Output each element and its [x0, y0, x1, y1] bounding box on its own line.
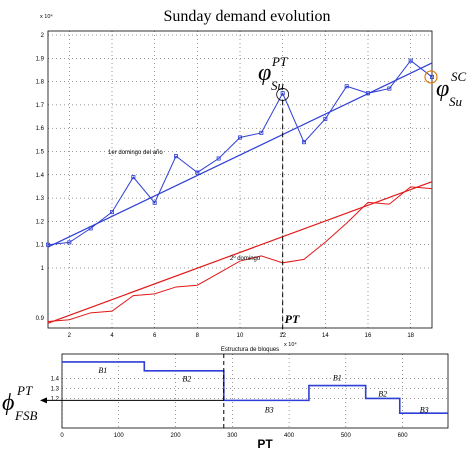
bottom-panel-title: Estructura de bloques	[221, 347, 279, 353]
series-label-2-domingo: 2º domingo	[230, 255, 261, 262]
top-x-tick-label: 16	[365, 333, 372, 339]
top-y-tick-label: 1.7	[36, 103, 45, 109]
top-grid	[48, 31, 432, 328]
phi-pt-highlight-circle	[276, 88, 290, 101]
series-blue-point	[152, 200, 157, 205]
bottom-x-ticks: 0 100 200 300 400 500 600	[60, 433, 408, 439]
phi-fsb-arrowhead	[40, 397, 47, 404]
block-label: B2	[182, 375, 191, 384]
top-x-tick-label: 2	[68, 333, 72, 339]
bottom-grid	[61, 354, 448, 428]
bottom-x-tick-label: 500	[341, 433, 352, 439]
series-blue-point	[173, 154, 178, 159]
phi-sc-superscript: SC	[451, 69, 467, 84]
top-y-tick-label: 1.2	[36, 219, 45, 225]
series-blue-point	[408, 58, 413, 63]
series-blue-point	[46, 242, 51, 247]
top-panel: 2 4 6 8 10 12 14 16 18 1.91.81.71.61.51.41.31.21…	[36, 13, 467, 348]
phi-pt-subscript: Su	[271, 78, 285, 93]
phi-sc-symbol: φ	[436, 76, 449, 102]
phi-fsb-symbol: ϕ	[2, 390, 14, 416]
bottom-y-tick-label: 1.2	[51, 396, 60, 402]
top-y-tick-label: 1.1	[36, 243, 45, 249]
series-label-1er-domingo: 1er domingo del año	[108, 150, 163, 156]
series-blue-point	[216, 156, 221, 161]
top-x-tick-label: 8	[196, 333, 200, 339]
series-blue-point	[110, 210, 115, 215]
top-y-tick-label: 1	[41, 266, 45, 272]
bottom-y-tick-label: 1.3	[51, 387, 60, 393]
bottom-x-tick-label: 600	[398, 433, 409, 439]
top-y-tick-label: 2	[41, 33, 45, 39]
series-blue-line	[47, 59, 433, 246]
bottom-x-tick-label: 100	[114, 433, 125, 439]
series-red-line	[47, 186, 433, 322]
block-label: B1	[333, 374, 342, 383]
phi-sc-highlight-circle	[424, 70, 438, 84]
phi-fsb-annotation: ϕ PT FSB	[2, 383, 37, 423]
block-step-series	[62, 361, 448, 415]
series-red-trendline	[47, 181, 433, 324]
bottom-y-ticks: 1.4 1.3 1.2	[51, 377, 60, 403]
phi-pt-su-annotation: φ PT Su	[258, 54, 288, 93]
top-x-tick-label: 18	[407, 333, 414, 339]
series-blue-point	[259, 130, 264, 135]
top-y-tick-label: 1.6	[36, 126, 45, 132]
bottom-x-tick-label: 0	[60, 433, 64, 439]
block-step-line	[62, 361, 448, 415]
bottom-x-tick-label: 400	[284, 433, 295, 439]
top-y-tick-label: 1.8	[36, 80, 45, 86]
phi-pt-symbol: φ	[258, 60, 271, 86]
block-label: B3	[265, 405, 274, 414]
series-blue-point	[237, 135, 242, 140]
series-blue-point	[131, 175, 136, 180]
top-x-tick-label: 6	[153, 333, 157, 339]
phi-fsb-subscript: FSB	[14, 408, 37, 423]
series-blue-point	[387, 86, 392, 91]
bottom-panel: Estructura de bloques 0 100 200 300 400 500 60…	[2, 347, 449, 451]
top-y-tick-label: 1.5	[36, 150, 45, 156]
top-x-tick-label: 4	[110, 333, 114, 339]
series-blue-trendline	[47, 62, 433, 248]
top-y-tick-label: 1.4	[36, 173, 45, 179]
phi-fsb-superscript: PT	[16, 383, 33, 398]
block-label: B2	[378, 389, 387, 398]
phi-pt-superscript: PT	[271, 54, 288, 69]
bottom-y-tick-label: 1.4	[51, 377, 60, 383]
block-label: B1	[98, 366, 107, 375]
chart-title: Sunday demand evolution	[163, 8, 330, 25]
top-y-multiplier: x 10⁴	[40, 13, 53, 20]
series-blue-point	[67, 240, 72, 245]
series-blue-point	[195, 170, 200, 175]
series-blue-point	[323, 116, 328, 121]
top-y-tick-label: 1.3	[36, 196, 45, 202]
top-y-ticks: 1.9 1.8 1.7 1.6 1.5 1.4 1.3 1.2 1.1 1 2 0.9	[36, 33, 45, 322]
bottom-x-tick-label: 200	[171, 433, 182, 439]
top-x-ticks: 2 4 6 8 10 12 14 16 18	[68, 333, 415, 339]
block-label: B3	[420, 405, 429, 414]
phi-sc-subscript: Su	[449, 94, 463, 109]
block-labels: B1 B2 B3 B1 B2 B3	[98, 366, 428, 414]
series-blue-point	[301, 140, 306, 145]
pt-marker-label: PT	[285, 312, 300, 326]
series-blue-point	[429, 74, 434, 79]
top-x-tick-label: 12	[279, 333, 286, 339]
phi-sc-su-annotation: φ SC Su	[436, 69, 467, 109]
series-red	[47, 181, 433, 324]
bottom-x-axis-label: PT	[257, 437, 273, 451]
top-x-tick-label: 10	[237, 333, 244, 339]
top-y-tick-label: 1.9	[36, 56, 45, 62]
lower-y-multiplier: x 10⁴	[284, 341, 297, 348]
series-blue-point	[344, 84, 349, 89]
bottom-plot-frame	[61, 353, 449, 429]
top-x-tick-label: 14	[322, 333, 329, 339]
bottom-x-tick-label: 300	[227, 433, 238, 439]
series-blue	[46, 58, 434, 248]
series-blue-point	[280, 91, 285, 96]
lower-y-tick-label: 0.9	[36, 316, 45, 322]
